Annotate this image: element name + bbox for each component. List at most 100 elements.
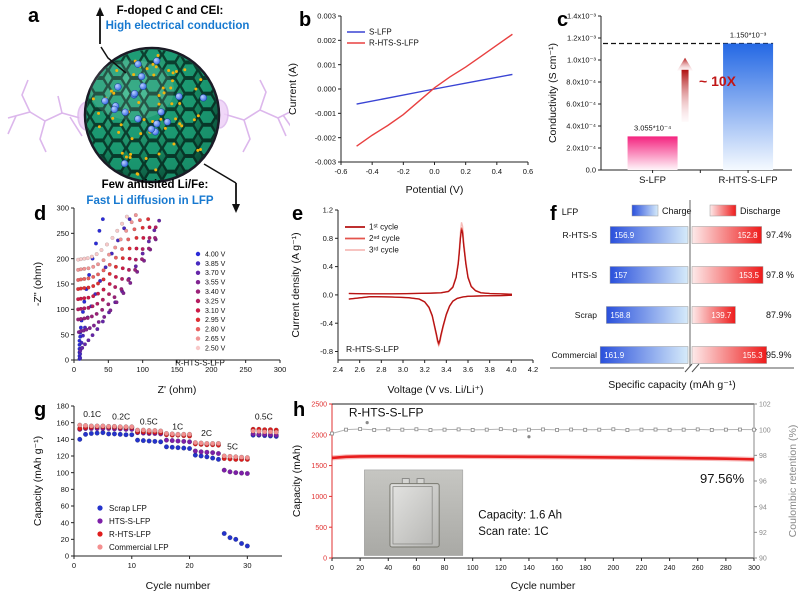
- svg-text:2.6: 2.6: [354, 365, 364, 374]
- d-series-2.95 V: [76, 217, 151, 292]
- panel-h-chart: 0 20 40 60 80 100 120 140 160 180 200 220 240 260 280 3…: [291, 402, 799, 592]
- d-series-3.25 V: [76, 225, 158, 312]
- svg-text:80: 80: [61, 485, 69, 494]
- svg-text:1.150*10⁻³: 1.150*10⁻³: [730, 31, 767, 40]
- g-axes: 0 10 20 30 0 20 40 60 80 100 120 140 160 180 Cycle num…: [32, 402, 282, 592]
- svg-text:5C: 5C: [227, 441, 238, 451]
- svg-text:3.055*10⁻⁴: 3.055*10⁻⁴: [634, 123, 671, 132]
- svg-text:3ʳᵈ cycle: 3ʳᵈ cycle: [369, 246, 399, 255]
- panel-e-letter: e: [292, 203, 304, 225]
- h-capacity-series: [331, 453, 755, 462]
- svg-text:97.8 %: 97.8 %: [766, 270, 794, 280]
- svg-text:1.4x10⁻³: 1.4x10⁻³: [567, 12, 596, 21]
- svg-text:0.8: 0.8: [323, 234, 333, 243]
- b-axes: -0.6 -0.4 -0.2 0.0 0.2 0.4 0.6 -0.003 -0.002 -0.0…: [287, 12, 533, 196]
- svg-text:0: 0: [330, 565, 334, 572]
- svg-text:3.0: 3.0: [398, 365, 408, 374]
- svg-text:3.70 V: 3.70 V: [205, 270, 226, 277]
- svg-text:3.2: 3.2: [419, 365, 429, 374]
- svg-text:157: 157: [614, 271, 628, 280]
- svg-text:Specific capacity (mAh g⁻¹): Specific capacity (mAh g⁻¹): [608, 379, 736, 391]
- svg-text:100: 100: [56, 468, 69, 477]
- f-row-Commercial: Commercial 161.9 155.3 95.9%: [552, 346, 792, 364]
- svg-text:50: 50: [104, 365, 112, 374]
- svg-text:Capacity (mAh): Capacity (mAh): [291, 445, 303, 517]
- svg-text:2ⁿᵈ cycle: 2ⁿᵈ cycle: [369, 234, 400, 243]
- d-legend: 4.00 V 3.85 V 3.70 V 3.55 V 3.40 V 3.25 V 3.10…: [195, 251, 226, 352]
- svg-text:0: 0: [323, 556, 327, 563]
- svg-text:R-HTS-S: R-HTS-S: [563, 230, 598, 240]
- svg-text:20: 20: [61, 535, 69, 544]
- d-series-2.50 V: [76, 214, 129, 262]
- panel-e: e 2.4 2.6 2.8 3.0 3.2 3.4 3.6 3.8 4.0 4.2 -0.8 -0.4…: [288, 198, 543, 396]
- svg-text:2.95 V: 2.95 V: [205, 317, 226, 324]
- svg-text:139.7: 139.7: [711, 311, 732, 320]
- panel-g: g 0 10 20 30 0 20 40 60 80 100 120 140 160 180 Cycle n…: [30, 396, 290, 592]
- svg-text:120: 120: [495, 565, 507, 572]
- svg-text:0.000: 0.000: [317, 85, 336, 94]
- svg-text:156.9: 156.9: [614, 231, 635, 240]
- svg-text:0.5C: 0.5C: [255, 411, 273, 421]
- panel-e-chart: 2.4 2.6 2.8 3.0 3.2 3.4 3.6 3.8 4.0 4.2 -0.8 -0.4 0.…: [290, 206, 538, 396]
- svg-text:30: 30: [243, 561, 251, 570]
- svg-text:R-HTS-S-LFP: R-HTS-S-LFP: [175, 358, 225, 367]
- svg-text:-0.4: -0.4: [366, 167, 379, 176]
- lfp-sphere: [83, 46, 221, 184]
- svg-text:120: 120: [56, 452, 69, 461]
- svg-text:-Z'' (ohm): -Z'' (ohm): [32, 262, 44, 306]
- svg-text:20: 20: [356, 565, 364, 572]
- svg-text:97.56%: 97.56%: [700, 471, 745, 486]
- c-10x-arrow: [677, 57, 694, 122]
- d-series-2.80 V: [76, 218, 142, 282]
- svg-text:4.2: 4.2: [528, 365, 538, 374]
- svg-text:158.8: 158.8: [610, 311, 631, 320]
- panel-b-letter: b: [299, 9, 312, 31]
- svg-text:0.002: 0.002: [317, 36, 336, 45]
- svg-text:1.2x10⁻³: 1.2x10⁻³: [567, 34, 596, 43]
- svg-text:S-LFP: S-LFP: [639, 175, 666, 186]
- svg-text:10: 10: [128, 561, 136, 570]
- svg-text:260: 260: [692, 565, 704, 572]
- svg-text:2.65 V: 2.65 V: [205, 336, 226, 343]
- svg-text:40: 40: [384, 565, 392, 572]
- b-series-R-HTS-S-LFP: [356, 33, 513, 147]
- svg-text:0.001: 0.001: [317, 60, 336, 69]
- b-series-S-LFP: [356, 73, 513, 105]
- g-legend: Scrap LFP HTS-S-LFP R-HTS-LFP Commercial LF…: [97, 504, 169, 552]
- svg-text:2C: 2C: [201, 428, 212, 438]
- svg-text:Scrap LFP: Scrap LFP: [109, 504, 147, 513]
- svg-text:90: 90: [759, 556, 767, 563]
- svg-text:100: 100: [467, 565, 479, 572]
- svg-text:Discharge: Discharge: [740, 206, 781, 216]
- svg-text:180: 180: [579, 565, 591, 572]
- svg-text:Scrap: Scrap: [575, 310, 597, 320]
- svg-text:2.8: 2.8: [376, 365, 386, 374]
- d-series-3.55 V: [76, 237, 158, 335]
- svg-text:3.85 V: 3.85 V: [205, 261, 226, 268]
- panel-b-chart: -0.6 -0.4 -0.2 0.0 0.2 0.4 0.6 -0.003 -0.002 -0.0…: [287, 12, 533, 196]
- svg-text:3.8: 3.8: [484, 365, 494, 374]
- g-series-Commercial LFP: [77, 422, 279, 461]
- svg-text:160: 160: [56, 418, 69, 427]
- svg-text:R-HTS-S-LFP: R-HTS-S-LFP: [369, 39, 419, 48]
- svg-text:0: 0: [72, 365, 76, 374]
- svg-text:R-HTS-S-LFP: R-HTS-S-LFP: [346, 344, 399, 354]
- svg-text:Charge: Charge: [662, 206, 692, 216]
- svg-text:-0.001: -0.001: [315, 109, 336, 118]
- svg-text:96: 96: [759, 479, 767, 486]
- svg-text:Commercial: Commercial: [552, 350, 597, 360]
- lfp-particle-illustration: [7, 7, 293, 213]
- svg-text:150: 150: [171, 365, 184, 374]
- svg-text:3.55 V: 3.55 V: [205, 280, 226, 287]
- svg-text:100: 100: [759, 427, 771, 434]
- svg-text:280: 280: [720, 565, 732, 572]
- panel-a-bottom-subtitle: Fast Li diffusion in LFP: [86, 195, 214, 207]
- svg-text:2.80 V: 2.80 V: [205, 327, 226, 334]
- svg-text:2.0x10⁻⁴: 2.0x10⁻⁴: [566, 144, 596, 153]
- svg-text:200: 200: [56, 254, 69, 263]
- svg-text:3.6: 3.6: [463, 365, 473, 374]
- svg-text:-0.6: -0.6: [335, 167, 348, 176]
- svg-text:3.10 V: 3.10 V: [205, 308, 226, 315]
- svg-text:180: 180: [56, 402, 69, 411]
- svg-text:153.5: 153.5: [739, 271, 760, 280]
